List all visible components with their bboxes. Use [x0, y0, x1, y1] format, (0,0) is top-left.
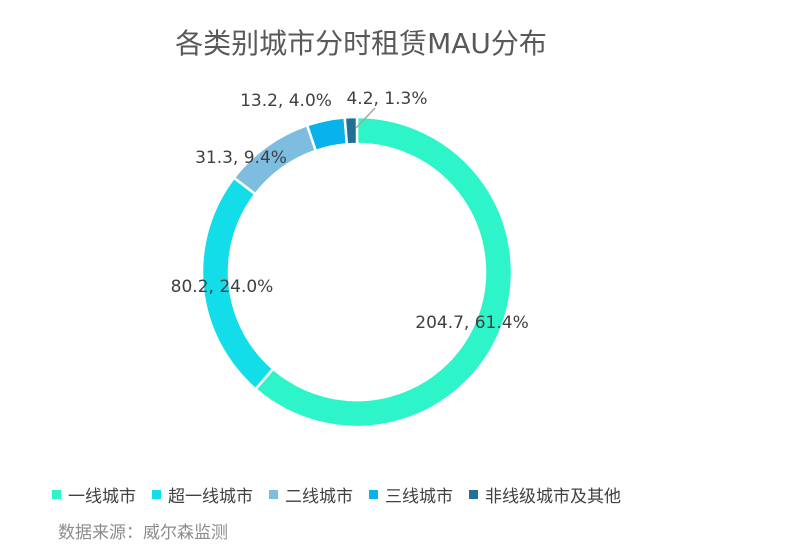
- legend-label: 一线城市: [68, 486, 136, 507]
- legend-swatch: [52, 489, 61, 499]
- legend-label: 非线级城市及其他: [485, 486, 621, 507]
- chart-title: 各类别城市分时租赁MAU分布: [175, 27, 547, 60]
- legend-label: 超一线城市: [168, 486, 253, 507]
- source-note: 数据来源：威尔森监测: [58, 523, 228, 543]
- data-label-5: 4.2, 1.3%: [346, 89, 427, 109]
- legend-item-2: 超一线城市: [152, 482, 253, 507]
- legend-swatch: [369, 489, 378, 499]
- legend-swatch: [469, 489, 478, 499]
- legend-swatch: [152, 489, 161, 499]
- donut-slice-4: [305, 116, 349, 153]
- data-label-4: 13.2, 4.0%: [240, 91, 332, 111]
- donut-chart: 204.7, 61.4% 80.2, 24.0% 31.3, 9.4% 13.2, 4…: [171, 89, 529, 429]
- data-label-2: 80.2, 24.0%: [171, 277, 274, 297]
- legend-item-3: 二线城市: [269, 482, 353, 507]
- legend-item-4: 三线城市: [369, 482, 453, 507]
- legend: 一线城市 超一线城市 二线城市 三线城市 非线级城市及其他: [52, 482, 621, 507]
- donut-slice-1: [253, 115, 514, 429]
- legend-swatch: [269, 489, 278, 499]
- legend-item-1: 一线城市: [52, 482, 136, 507]
- data-label-1: 204.7, 61.4%: [415, 313, 528, 333]
- donut-slice-5: [343, 115, 359, 146]
- legend-label: 三线城市: [385, 486, 453, 507]
- legend-item-5: 非线级城市及其他: [469, 482, 621, 507]
- leader-line: [355, 107, 376, 129]
- legend-label: 二线城市: [285, 486, 353, 507]
- data-label-3: 31.3, 9.4%: [195, 148, 287, 168]
